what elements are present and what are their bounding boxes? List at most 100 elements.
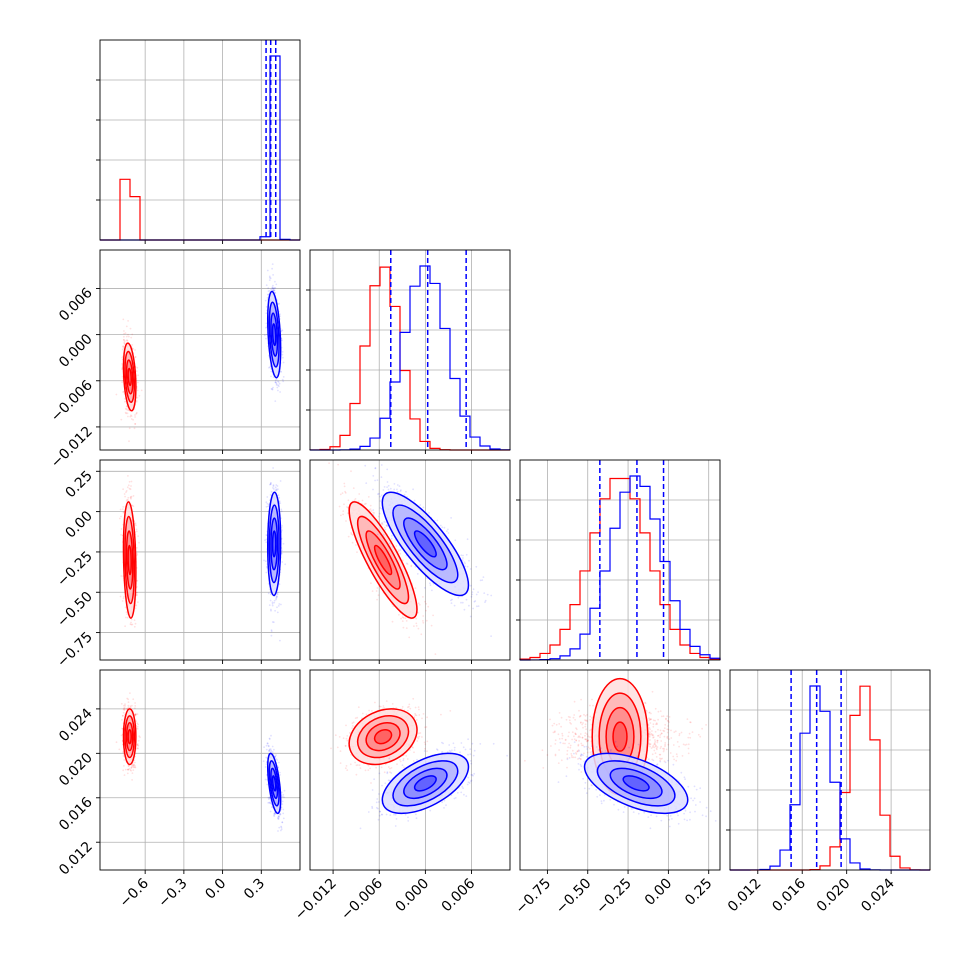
x-tick-label: 0.016 <box>769 875 809 915</box>
x-tick-label: 0.020 <box>814 876 854 916</box>
sample-point <box>274 292 277 294</box>
sample-point <box>479 579 482 582</box>
scatter-panel-3-1: −0.75−0.50−0.250.000.25 <box>54 459 301 671</box>
sample-point <box>400 617 402 620</box>
sample-point <box>432 614 434 617</box>
sample-point <box>277 380 279 383</box>
sample-point <box>125 491 127 493</box>
sample-point <box>280 508 283 511</box>
sample-point <box>263 559 265 562</box>
sample-point <box>271 602 274 605</box>
sample-point <box>427 605 430 608</box>
sample-point <box>115 393 118 396</box>
sample-point <box>282 542 285 545</box>
sample-point <box>123 330 125 332</box>
sample-point <box>130 415 133 417</box>
sample-point <box>272 376 275 378</box>
sample-point <box>128 427 131 430</box>
sample-point <box>274 379 277 381</box>
sample-point <box>417 602 420 605</box>
sample-point <box>124 343 126 345</box>
sample-point <box>136 579 139 582</box>
sample-point <box>381 523 384 526</box>
sample-point <box>122 597 125 600</box>
sample-point <box>119 508 122 511</box>
sample-point <box>125 500 128 502</box>
sample-point <box>131 504 134 507</box>
sample-point <box>267 287 270 289</box>
sample-point <box>347 535 350 538</box>
sample-point <box>388 542 391 545</box>
sample-point <box>343 503 345 506</box>
sample-point <box>278 603 281 605</box>
sample-point <box>278 302 281 305</box>
sample-point <box>124 606 127 609</box>
sample-point <box>352 487 355 489</box>
sample-point <box>269 482 272 485</box>
sample-point <box>270 609 272 612</box>
sample-point <box>267 505 269 508</box>
sample-point <box>278 382 281 385</box>
sample-point <box>276 593 279 596</box>
sample-point <box>265 538 268 541</box>
sample-point <box>134 356 137 358</box>
sample-point <box>265 541 268 544</box>
sample-point <box>127 475 129 477</box>
sample-point <box>355 544 357 546</box>
sample-point <box>129 327 132 330</box>
sample-point <box>135 400 138 403</box>
sample-point <box>275 489 278 492</box>
sample-point <box>125 412 128 415</box>
sample-point <box>278 500 281 503</box>
sample-point <box>275 381 277 384</box>
sample-point <box>272 274 274 276</box>
sample-point <box>125 408 128 411</box>
sample-point <box>131 623 134 626</box>
y-tick-label: 0.000 <box>56 331 96 371</box>
sample-point <box>373 512 376 514</box>
sample-point <box>351 541 354 544</box>
sample-point <box>272 485 275 488</box>
sample-point <box>268 366 270 369</box>
sample-point <box>134 423 137 425</box>
sample-point <box>399 552 402 555</box>
sample-point <box>272 484 275 487</box>
sample-point <box>396 488 398 491</box>
sample-point <box>130 497 132 500</box>
sample-point <box>270 288 273 291</box>
sample-point <box>277 488 279 491</box>
sample-point <box>132 505 135 508</box>
panel-frame <box>729 669 931 871</box>
sample-point <box>126 409 129 411</box>
sample-point <box>135 591 138 594</box>
sample-point <box>328 462 330 464</box>
sample-point <box>405 627 408 629</box>
sample-point <box>390 537 393 540</box>
sample-point <box>130 495 133 498</box>
sample-point <box>344 492 347 494</box>
sample-point <box>379 495 381 498</box>
sample-point <box>417 627 420 630</box>
sample-point <box>274 400 277 402</box>
sample-point <box>270 388 273 390</box>
sample-point <box>132 347 134 350</box>
sample-point <box>358 493 361 495</box>
sample-point <box>278 496 281 499</box>
scatter-panel-3-2 <box>309 459 511 664</box>
sample-point <box>265 306 268 308</box>
histogram-step-series-2 <box>519 475 721 661</box>
sample-point <box>271 388 274 391</box>
sample-point <box>275 596 278 599</box>
sample-point <box>266 269 269 272</box>
sample-point <box>274 489 277 492</box>
sample-point <box>271 263 274 265</box>
sample-point <box>342 513 344 516</box>
sample-point <box>266 502 269 505</box>
sample-point <box>383 526 386 529</box>
y-tick-label: −0.75 <box>54 629 96 671</box>
sample-point <box>282 376 285 378</box>
sample-point <box>354 498 357 500</box>
sample-point <box>121 363 123 365</box>
sample-point <box>122 345 125 347</box>
sample-point <box>270 629 273 631</box>
